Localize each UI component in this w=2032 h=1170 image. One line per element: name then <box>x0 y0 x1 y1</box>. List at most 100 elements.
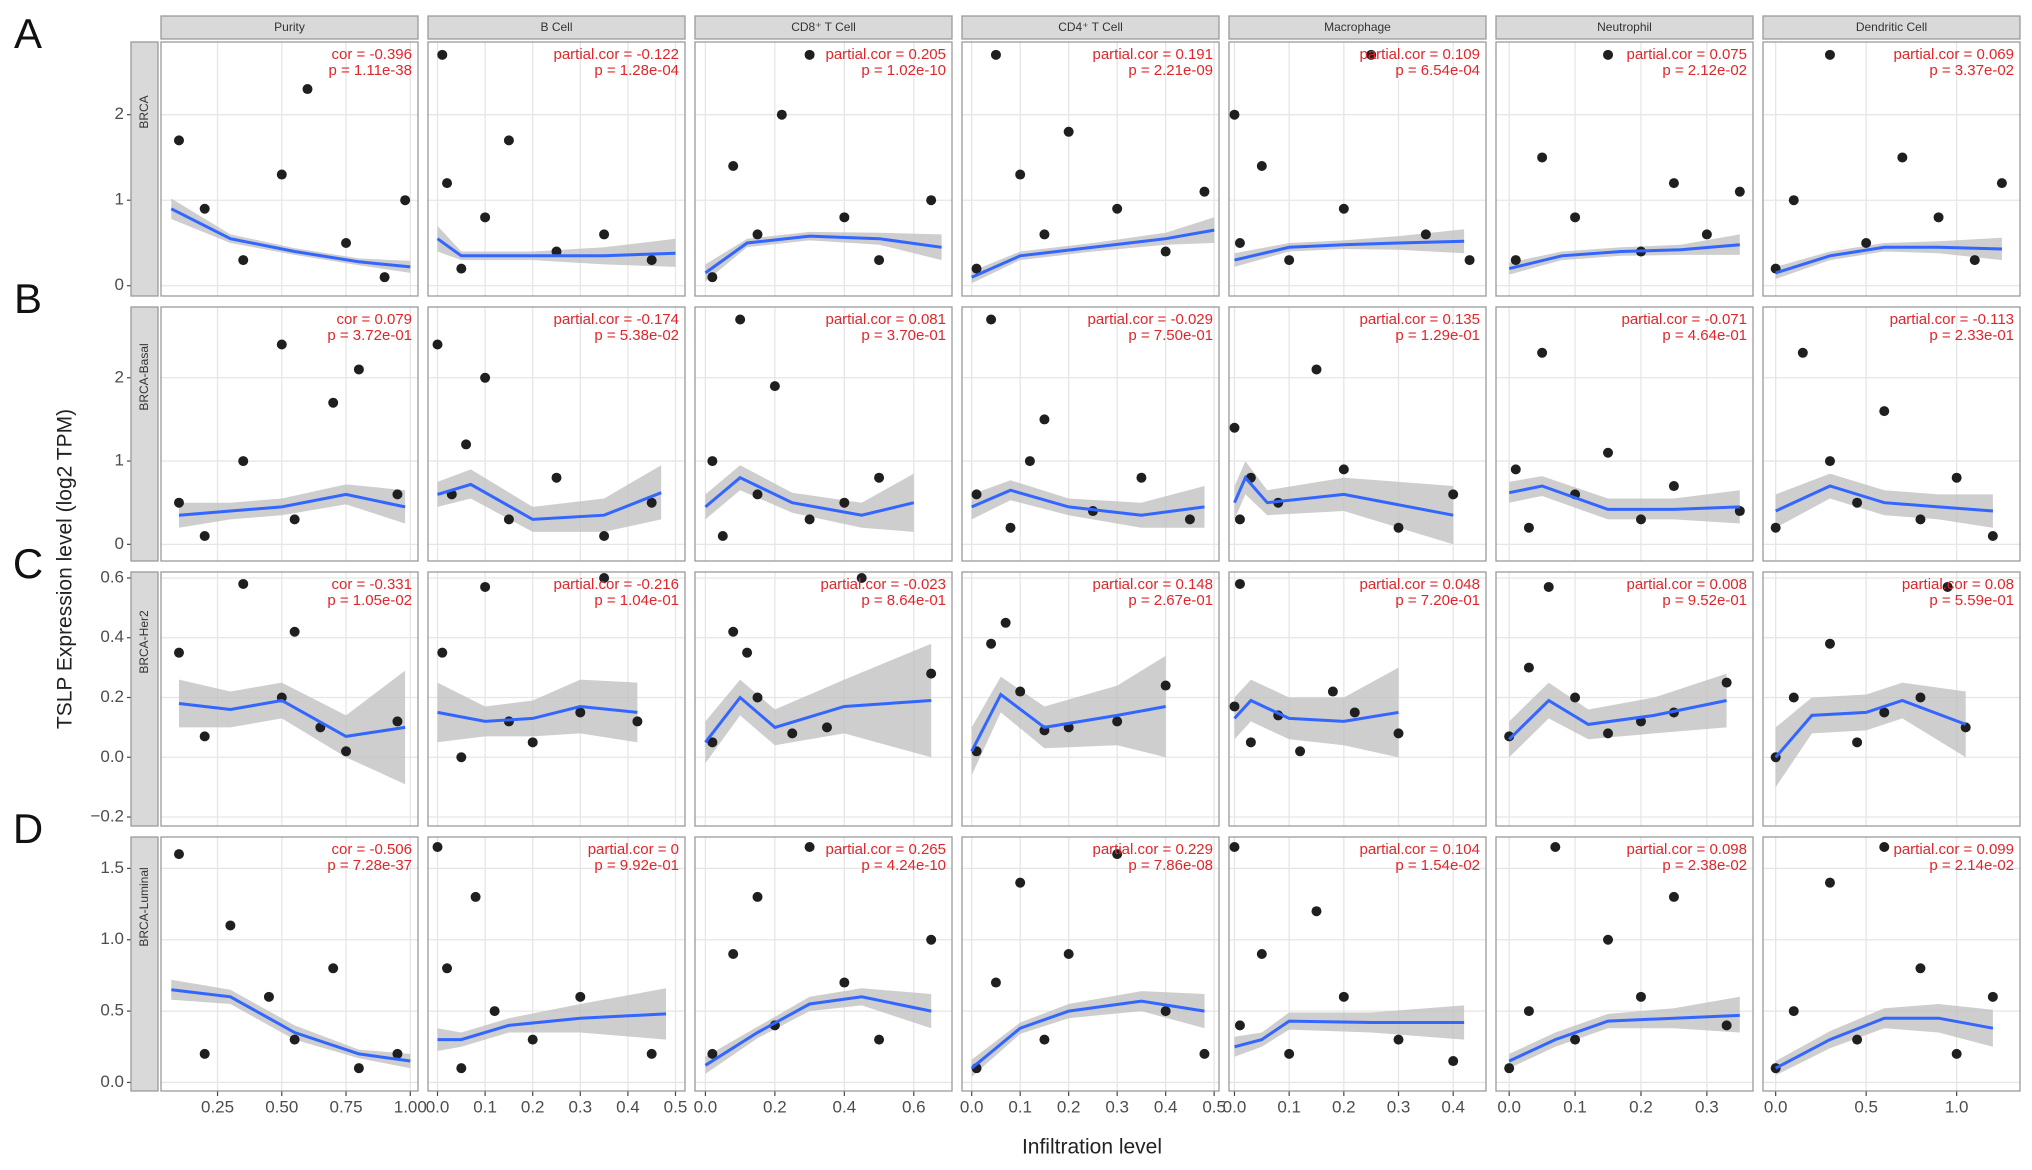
plot-area <box>1770 581 1971 788</box>
panel-border <box>1762 306 2021 562</box>
y-tick-label: 0.4 <box>100 627 124 646</box>
plot-area <box>171 849 411 1074</box>
fit-line <box>1774 698 1967 759</box>
confidence-band <box>1234 1005 1465 1057</box>
data-point <box>926 934 937 945</box>
annotation: partial.cor = 0.229 <box>1093 841 1214 858</box>
annotation: p = 6.54e-04 <box>1395 62 1480 79</box>
x-tick-label: 0.5 <box>664 1097 688 1116</box>
panel: partial.cor = 0.08p = 5.59e-01 <box>1762 571 2021 827</box>
column-strip <box>160 15 419 40</box>
x-tick-label: 0.3 <box>1695 1097 1719 1116</box>
data-point <box>432 841 443 852</box>
annotation: partial.cor = -0.071 <box>1622 311 1748 328</box>
data-point <box>717 531 728 542</box>
data-point <box>1788 692 1799 703</box>
plot-area <box>173 578 406 785</box>
plot-area <box>1508 49 1745 275</box>
data-point <box>392 489 403 500</box>
data-point <box>752 489 763 500</box>
data-point <box>1933 212 1944 223</box>
data-point <box>1234 1020 1245 1031</box>
plot-area <box>970 849 1210 1077</box>
data-point <box>776 109 787 120</box>
data-point <box>1987 531 1998 542</box>
data-point <box>1824 49 1835 60</box>
plot-area <box>432 841 667 1074</box>
row-strip-label: BRCA-Basal <box>137 343 151 410</box>
x-tick-label: 0.5 <box>1202 1097 1226 1116</box>
data-point <box>1160 1006 1171 1017</box>
data-point <box>1603 728 1614 739</box>
fit-line <box>437 482 662 521</box>
annotation: p = 3.70e-01 <box>861 327 946 344</box>
panel-border <box>1228 571 1487 827</box>
data-point <box>856 572 867 583</box>
column-strip-label: B Cell <box>540 20 572 34</box>
data-point <box>926 668 937 679</box>
data-point <box>632 716 643 727</box>
fit-line <box>704 995 932 1067</box>
data-point <box>199 203 210 214</box>
fit-line <box>436 237 676 258</box>
fit-line <box>704 695 932 744</box>
annotation: p = 5.38e-02 <box>594 327 679 344</box>
plot-area <box>1770 841 1998 1076</box>
confidence-band <box>1234 229 1465 267</box>
data-point <box>1987 991 1998 1002</box>
data-point <box>1721 1020 1732 1031</box>
x-tick-label: 0.1 <box>1563 1097 1587 1116</box>
panel-border <box>694 41 953 297</box>
data-point <box>575 991 586 1002</box>
plot-area <box>1229 578 1404 758</box>
panel-tag: D <box>13 805 43 852</box>
data-point <box>1393 728 1404 739</box>
data-point <box>470 891 481 902</box>
row-strip-label: BRCA-Her2 <box>137 610 151 674</box>
data-point <box>199 1048 210 1059</box>
x-tick-label: 1.0 <box>1945 1097 1969 1116</box>
data-point <box>1199 186 1210 197</box>
data-point <box>1229 422 1240 433</box>
data-point <box>839 977 850 988</box>
data-point <box>437 647 448 658</box>
annotation: partial.cor = 0.104 <box>1360 841 1481 858</box>
annotation: p = 5.59e-01 <box>1929 592 2014 609</box>
panel-border <box>961 836 1220 1092</box>
plot-area <box>1504 841 1740 1074</box>
data-point <box>971 489 982 500</box>
column-strip-label: Macrophage <box>1324 20 1391 34</box>
fit-line <box>1234 239 1465 262</box>
data-point <box>646 255 657 266</box>
fit-line <box>1234 1019 1465 1049</box>
data-point <box>1245 737 1256 748</box>
data-point <box>1039 1034 1050 1045</box>
x-tick-label: 0.0 <box>1497 1097 1521 1116</box>
annotation: p = 2.21e-09 <box>1128 62 1213 79</box>
data-point <box>1996 178 2007 189</box>
data-point <box>646 1048 657 1059</box>
confidence-band <box>1775 682 1966 788</box>
plot-area <box>704 49 942 283</box>
data-point <box>432 339 443 350</box>
data-point <box>199 531 210 542</box>
data-point <box>503 514 514 525</box>
data-point <box>1063 949 1074 960</box>
data-point <box>392 1048 403 1059</box>
data-point <box>1570 692 1581 703</box>
column-strip-label: Neutrophil <box>1597 20 1652 34</box>
data-point <box>1024 456 1035 467</box>
data-point <box>1015 686 1026 697</box>
data-point <box>874 472 885 483</box>
plot-area <box>704 572 937 764</box>
confidence-band <box>1509 673 1727 758</box>
data-point <box>1537 347 1548 358</box>
panel-tag: A <box>14 10 42 57</box>
x-tick-label: 0.0 <box>426 1097 450 1116</box>
